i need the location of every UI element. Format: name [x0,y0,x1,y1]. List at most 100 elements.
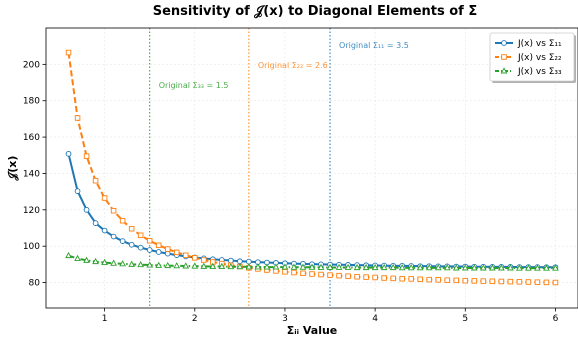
data-point [119,260,126,267]
data-point [237,258,243,265]
data-point [92,177,99,184]
data-point [543,264,550,271]
data-point [146,237,153,244]
data-point [507,264,514,271]
data-point [119,238,126,244]
data-point [327,272,333,278]
reference-line-label: Original Σ₁₁ = 3.5 [339,41,409,50]
y-tick-label: 180 [23,97,40,107]
x-tick-label: 3 [282,314,288,324]
data-point [534,264,541,271]
data-point [65,49,72,56]
x-axis-ticks: 1 2 3 4 5 6 [102,308,559,324]
data-point [137,260,145,268]
data-point [110,259,117,266]
data-point [326,263,334,270]
data-point [552,279,559,286]
data-point [183,252,189,259]
data-point [416,264,424,271]
grid [46,28,578,308]
data-point [227,262,235,270]
data-point [173,249,180,256]
data-point [552,264,559,271]
reference-line-label: Original Σ₃₃ = 1.5 [159,81,229,90]
data-point [480,278,487,284]
data-point [444,277,451,283]
legend: J(x) vs Σ₁₁ J(x) vs Σ₂₂ J(x) vs Σ₃₃ [489,32,576,83]
plot-frame [45,27,578,309]
data-point [461,264,469,271]
data-point [462,277,469,284]
data-point [498,264,505,271]
data-point [335,263,343,270]
legend-box [489,32,575,82]
data-point [501,54,507,60]
data-point [525,264,532,271]
data-point [74,254,81,261]
data-point [227,257,234,264]
y-tick-label: 140 [23,169,40,179]
y-axis-ticks: 80 100 120 140 160 180 200 [23,60,46,289]
legend-label: J(x) vs Σ₁₁ [517,39,562,49]
data-point [300,270,306,277]
y-tick-label: 160 [23,133,40,143]
data-point [398,264,406,271]
x-tick-label: 1 [102,314,108,324]
data-point [498,278,505,285]
data-point [119,217,126,224]
data-point [354,273,360,280]
data-point [489,278,496,285]
data-point [452,264,460,271]
data-point [453,277,460,284]
data-point [501,40,507,46]
data-point [470,264,478,271]
x-tick-label: 6 [553,314,559,324]
data-point [155,261,163,268]
y-tick-label: 200 [23,60,40,70]
data-point [83,153,90,159]
y-tick-label: 80 [29,279,41,289]
data-point [192,255,198,261]
data-point [543,279,550,286]
data-point [471,278,478,284]
data-point [218,262,226,269]
y-axis-label: 𝒥(x) [6,156,20,182]
data-point [110,233,117,240]
data-point [381,275,387,281]
data-point [371,263,379,271]
data-point [399,275,405,282]
data-point [318,271,324,278]
data-point [254,263,262,270]
data-point [362,263,370,271]
x-tick-label: 5 [462,314,468,324]
data-point [345,273,351,279]
data-point [507,278,514,285]
x-tick-label: 4 [372,314,378,324]
data-point [434,264,442,271]
data-point [291,269,297,276]
data-point [516,279,523,285]
data-point [164,246,171,252]
data-point [155,242,162,249]
data-point [101,227,108,234]
legend-label: J(x) vs Σ₂₂ [517,53,562,63]
data-point [92,220,99,226]
data-point [488,264,496,271]
data-point [209,262,217,269]
reference-line-label: Original Σ₂₂ = 2.6 [258,61,328,70]
data-point [353,263,361,271]
data-point [390,275,396,282]
x-tick-label: 2 [192,314,198,324]
data-point [336,272,342,279]
data-point [281,263,289,270]
data-point [146,261,154,268]
data-point [128,241,135,248]
data-point [389,263,397,271]
data-point [137,232,144,239]
data-point [191,262,199,269]
data-point [309,271,315,277]
data-point [65,251,72,259]
data-point [128,225,135,232]
data-point [435,277,441,283]
